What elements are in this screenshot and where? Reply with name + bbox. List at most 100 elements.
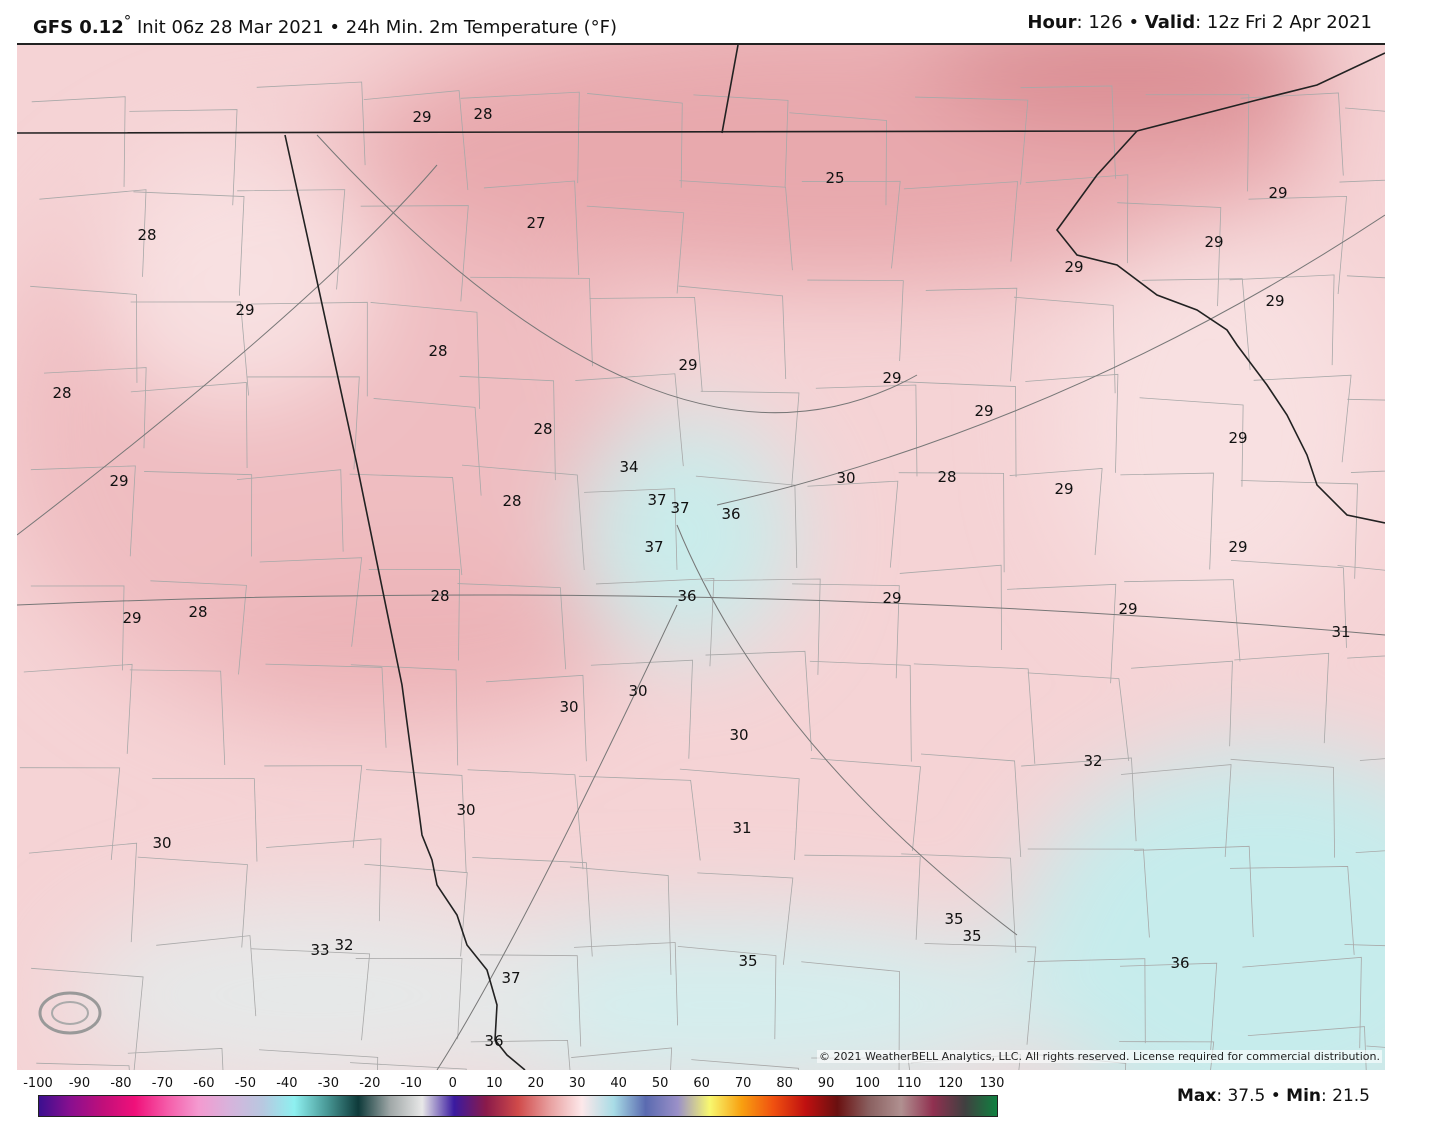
product-name: 24h Min. 2m Temperature (°F) xyxy=(345,17,618,38)
temperature-label: 29 xyxy=(1118,600,1137,618)
county-line xyxy=(264,765,363,849)
county-line xyxy=(472,857,593,957)
temperature-label: 28 xyxy=(188,603,207,621)
temperature-field xyxy=(17,45,1385,1070)
colorbar xyxy=(38,1095,998,1117)
temperature-label: 30 xyxy=(152,834,171,852)
county-line xyxy=(575,373,684,467)
highway-line xyxy=(316,134,918,414)
county-line xyxy=(30,585,125,671)
separator: • xyxy=(1270,1086,1281,1106)
county-line xyxy=(133,191,245,296)
temperature-label: 29 xyxy=(882,369,901,387)
county-line xyxy=(678,285,787,379)
county-line xyxy=(130,382,248,469)
county-line xyxy=(925,287,1018,382)
temperature-label: 29 xyxy=(1268,184,1287,202)
temperature-label: 37 xyxy=(501,969,520,987)
county-line xyxy=(250,301,368,397)
county-line xyxy=(898,472,1005,573)
temperature-label: 35 xyxy=(738,952,757,970)
temperature-label: 36 xyxy=(484,1032,503,1050)
colorbar-tick-label: 30 xyxy=(568,1076,586,1091)
county-line xyxy=(1234,652,1330,744)
highway-line xyxy=(436,604,678,1070)
temperature-label: 29 xyxy=(678,356,697,374)
county-line xyxy=(350,1062,467,1070)
county-line xyxy=(457,583,567,670)
county-line xyxy=(1027,958,1146,1044)
temperature-label: 28 xyxy=(428,342,447,360)
temperature-label: 33 xyxy=(310,941,329,959)
county-line xyxy=(807,480,899,568)
county-line xyxy=(1141,278,1251,371)
temperature-label: 28 xyxy=(137,226,156,244)
county-line xyxy=(349,473,463,576)
county-line xyxy=(809,660,912,762)
temperature-label: 32 xyxy=(1083,752,1102,770)
county-line xyxy=(900,381,1017,478)
colorbar-tick-label: 130 xyxy=(979,1076,1005,1091)
county-line xyxy=(1120,472,1214,570)
county-line xyxy=(1247,1026,1367,1070)
county-line xyxy=(569,866,672,975)
colorbar-tick-label: -30 xyxy=(317,1076,339,1091)
colorbar-tick-label: -90 xyxy=(68,1076,91,1091)
county-line xyxy=(1009,468,1103,556)
temperature-label: 30 xyxy=(836,469,855,487)
colorbar-tick-label: 100 xyxy=(855,1076,880,1091)
county-line xyxy=(1117,202,1222,307)
temperature-label: 29 xyxy=(1265,292,1284,310)
county-line xyxy=(130,301,249,396)
county-line xyxy=(237,189,346,290)
temperature-label: 28 xyxy=(502,492,521,510)
county-line xyxy=(23,663,133,754)
county-line xyxy=(1027,848,1150,938)
model-name: GFS 0.12 xyxy=(33,17,124,38)
county-line xyxy=(901,853,1017,953)
hour-label: Hour xyxy=(1027,12,1077,33)
temperature-label: 29 xyxy=(974,402,993,420)
colorbar-tick-label: -70 xyxy=(151,1076,174,1091)
colorbar-tick-label: 60 xyxy=(693,1076,710,1091)
highway-line xyxy=(17,164,438,536)
county-line xyxy=(236,469,344,552)
county-line xyxy=(1131,660,1233,747)
county-line xyxy=(1025,373,1119,473)
county-line xyxy=(31,96,126,187)
county-line xyxy=(480,954,582,1047)
county-line xyxy=(1124,579,1241,662)
temperature-label: 29 xyxy=(1204,233,1223,251)
county-line xyxy=(801,961,900,1070)
county-line xyxy=(789,112,887,206)
county-line xyxy=(679,768,800,860)
county-line xyxy=(129,669,226,766)
county-line xyxy=(470,1040,571,1070)
temperature-label: 30 xyxy=(456,801,475,819)
county-line xyxy=(366,769,467,873)
county-line xyxy=(259,1049,379,1070)
county-line xyxy=(1007,583,1117,684)
separator: • xyxy=(1128,12,1140,33)
county-line xyxy=(1344,944,1385,947)
colorbar-tick-label: 80 xyxy=(776,1076,793,1091)
weatherbell-logo xyxy=(38,985,108,1035)
temperature-label: 28 xyxy=(52,384,71,402)
init-time: Init 06z 28 Mar 2021 xyxy=(136,17,324,38)
county-line xyxy=(913,663,1036,764)
min-value: : 21.5 xyxy=(1321,1086,1370,1106)
county-line xyxy=(39,189,147,277)
county-line xyxy=(470,276,593,367)
temperature-label: 31 xyxy=(1331,623,1350,641)
valid-time: Hour: 126 • Valid: 12z Fri 2 Apr 2021 xyxy=(1027,12,1372,33)
county-line xyxy=(705,650,812,752)
temperature-label: 30 xyxy=(729,726,748,744)
county-line xyxy=(144,471,253,557)
county-line xyxy=(360,205,469,302)
county-line xyxy=(1145,94,1250,192)
colorbar-tick-label: -50 xyxy=(234,1076,257,1091)
temperature-label: 37 xyxy=(670,499,689,517)
county-line xyxy=(368,569,461,661)
county-line xyxy=(679,180,793,271)
